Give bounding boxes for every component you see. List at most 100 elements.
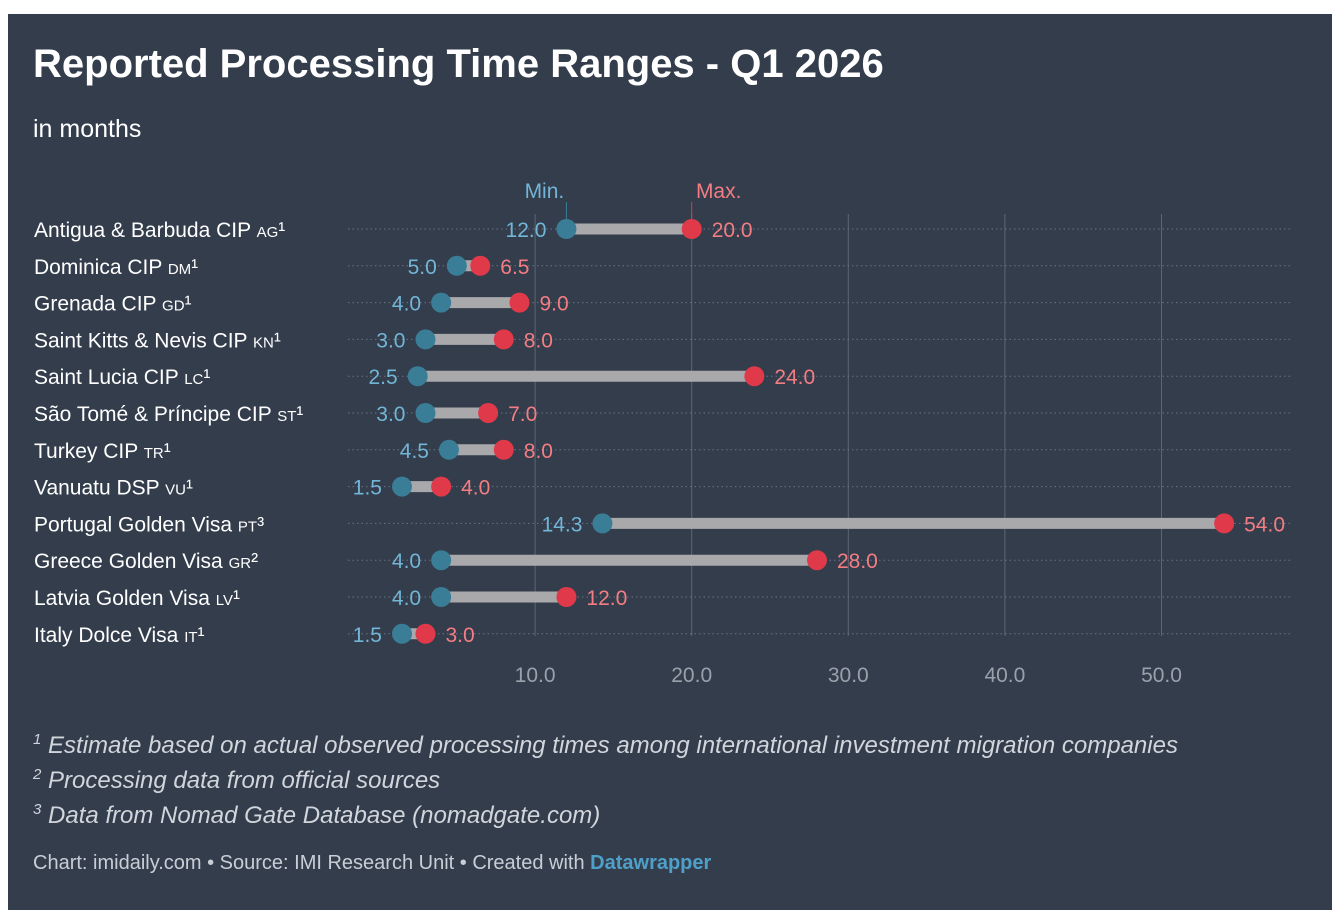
row-label: Turkey CIP TR¹ — [34, 440, 171, 463]
row-label-code: GD — [162, 298, 185, 315]
min-dot — [415, 329, 436, 350]
footnote-text: Estimate based on actual observed proces… — [41, 732, 1178, 759]
min-dot — [431, 292, 452, 313]
min-dot — [407, 366, 428, 387]
max-dot — [470, 255, 491, 276]
row-label-name: Italy Dolce Visa — [34, 624, 184, 647]
max-value-label: 6.5 — [500, 256, 529, 279]
row-label-note: ² — [251, 550, 258, 573]
max-dot — [415, 623, 436, 644]
min-dot — [592, 513, 613, 534]
range-dot-chart: 10.0 20.0 30.0 40.0 50.0 Min. Max. Antigua & Ba… — [34, 180, 1293, 687]
min-value-label: 1.5 — [353, 477, 382, 500]
x-tick-label: 20.0 — [671, 664, 712, 687]
max-dot — [493, 439, 514, 460]
row-label-name: Antigua & Barbuda CIP — [34, 219, 257, 242]
max-dot — [493, 329, 514, 350]
min-value-label: 3.0 — [376, 403, 405, 426]
row-label-name: Portugal Golden Visa — [34, 513, 238, 536]
footnote-mark: 3 — [33, 801, 42, 818]
row-label: Saint Lucia CIP LC¹ — [34, 366, 210, 389]
row-label-name: Grenada CIP — [34, 293, 162, 316]
row-label-name: Vanuatu DSP — [34, 477, 165, 500]
row-label-code: TR — [144, 445, 164, 462]
row-label-name: Greece Golden Visa — [34, 550, 229, 573]
row-label-note: ¹ — [203, 366, 210, 389]
min-dot — [438, 439, 459, 460]
row-label: Italy Dolce Visa IT¹ — [34, 624, 205, 647]
max-dot — [478, 403, 499, 423]
row-label-name: São Tomé & Príncipe CIP — [34, 403, 277, 426]
row-label: São Tomé & Príncipe CIP ST¹ — [34, 403, 303, 426]
row-label: Dominica CIP DM¹ — [34, 256, 198, 279]
row-label-name: Saint Lucia CIP — [34, 366, 184, 389]
max-dot — [509, 292, 530, 313]
min-value-label: 2.5 — [368, 366, 397, 389]
row-label-code: VU — [165, 482, 186, 499]
max-value-label: 12.0 — [586, 587, 627, 610]
max-value-label: 3.0 — [445, 624, 474, 647]
max-dot — [431, 476, 452, 497]
max-value-label: 20.0 — [712, 219, 753, 242]
x-tick-label: 10.0 — [515, 664, 556, 687]
min-value-label: 1.5 — [353, 624, 382, 647]
row-label-code: LC — [184, 371, 203, 388]
footnote-mark: 1 — [33, 731, 42, 748]
min-value-label: 3.0 — [376, 329, 405, 352]
row-label-code: IT — [184, 629, 197, 646]
chart-subtitle: in months — [33, 115, 142, 143]
min-value-label: 5.0 — [408, 256, 437, 279]
row-label-note: ¹ — [191, 256, 198, 279]
min-value-label: 4.0 — [392, 293, 421, 316]
row-label-code: DM — [168, 261, 191, 278]
max-value-label: 28.0 — [837, 550, 878, 573]
footnote-1: 1 Estimate based on actual observed proc… — [33, 731, 1178, 760]
footnote-mark: 2 — [33, 766, 42, 783]
row-label-code: ST — [277, 408, 296, 425]
footnote-text: Processing data from official sources — [41, 767, 441, 794]
min-dot — [391, 623, 412, 644]
row-label-code: LV — [216, 592, 233, 609]
min-dot — [415, 403, 436, 423]
min-dot — [431, 587, 452, 607]
row-label-name: Dominica CIP — [34, 256, 168, 279]
legend-min-label: Min. — [525, 180, 565, 203]
max-dot — [556, 587, 577, 607]
max-dot — [1214, 513, 1235, 534]
row-label-note: ¹ — [233, 587, 240, 610]
row-label-code: GR — [229, 555, 252, 572]
row-label-note: ¹ — [185, 293, 192, 316]
max-value-label: 9.0 — [539, 293, 568, 316]
max-dot — [806, 550, 827, 571]
row-label: Portugal Golden Visa PT³ — [34, 513, 264, 536]
legend-max-label: Max. — [696, 180, 742, 203]
chart-title: Reported Processing Time Ranges - Q1 202… — [33, 42, 884, 86]
min-dot — [446, 255, 467, 276]
min-value-label: 4.5 — [400, 440, 429, 463]
row-label-code: PT — [238, 518, 257, 535]
row-label-note: ¹ — [164, 440, 171, 463]
row-label-name: Saint Kitts & Nevis CIP — [34, 329, 253, 352]
row-label-code: AG — [257, 224, 279, 241]
x-tick-label: 50.0 — [1141, 664, 1182, 687]
max-value-label: 54.0 — [1244, 513, 1285, 536]
row-label-name: Turkey CIP — [34, 440, 144, 463]
min-value-label: 4.0 — [392, 550, 421, 573]
x-tick-label: 40.0 — [984, 664, 1025, 687]
row-label: Saint Kitts & Nevis CIP KN¹ — [34, 329, 281, 352]
datawrapper-link[interactable]: Datawrapper — [590, 852, 712, 874]
row-label: Greece Golden Visa GR² — [34, 550, 258, 573]
max-dot — [744, 366, 765, 387]
row-label: Latvia Golden Visa LV¹ — [34, 587, 240, 610]
x-tick-label: 30.0 — [828, 664, 869, 687]
row-label-note: ¹ — [278, 219, 285, 242]
min-value-label: 4.0 — [392, 587, 421, 610]
row-label-note: ³ — [257, 513, 264, 536]
row-label: Antigua & Barbuda CIP AG¹ — [34, 219, 285, 242]
row-label-note: ¹ — [198, 624, 205, 647]
credits-line: Chart: imidaily.com • Source: IMI Resear… — [33, 852, 711, 875]
max-value-label: 8.0 — [524, 329, 553, 352]
row-label-note: ¹ — [274, 329, 281, 352]
row-label-name: Latvia Golden Visa — [34, 587, 216, 610]
row-label-note: ¹ — [296, 403, 303, 426]
